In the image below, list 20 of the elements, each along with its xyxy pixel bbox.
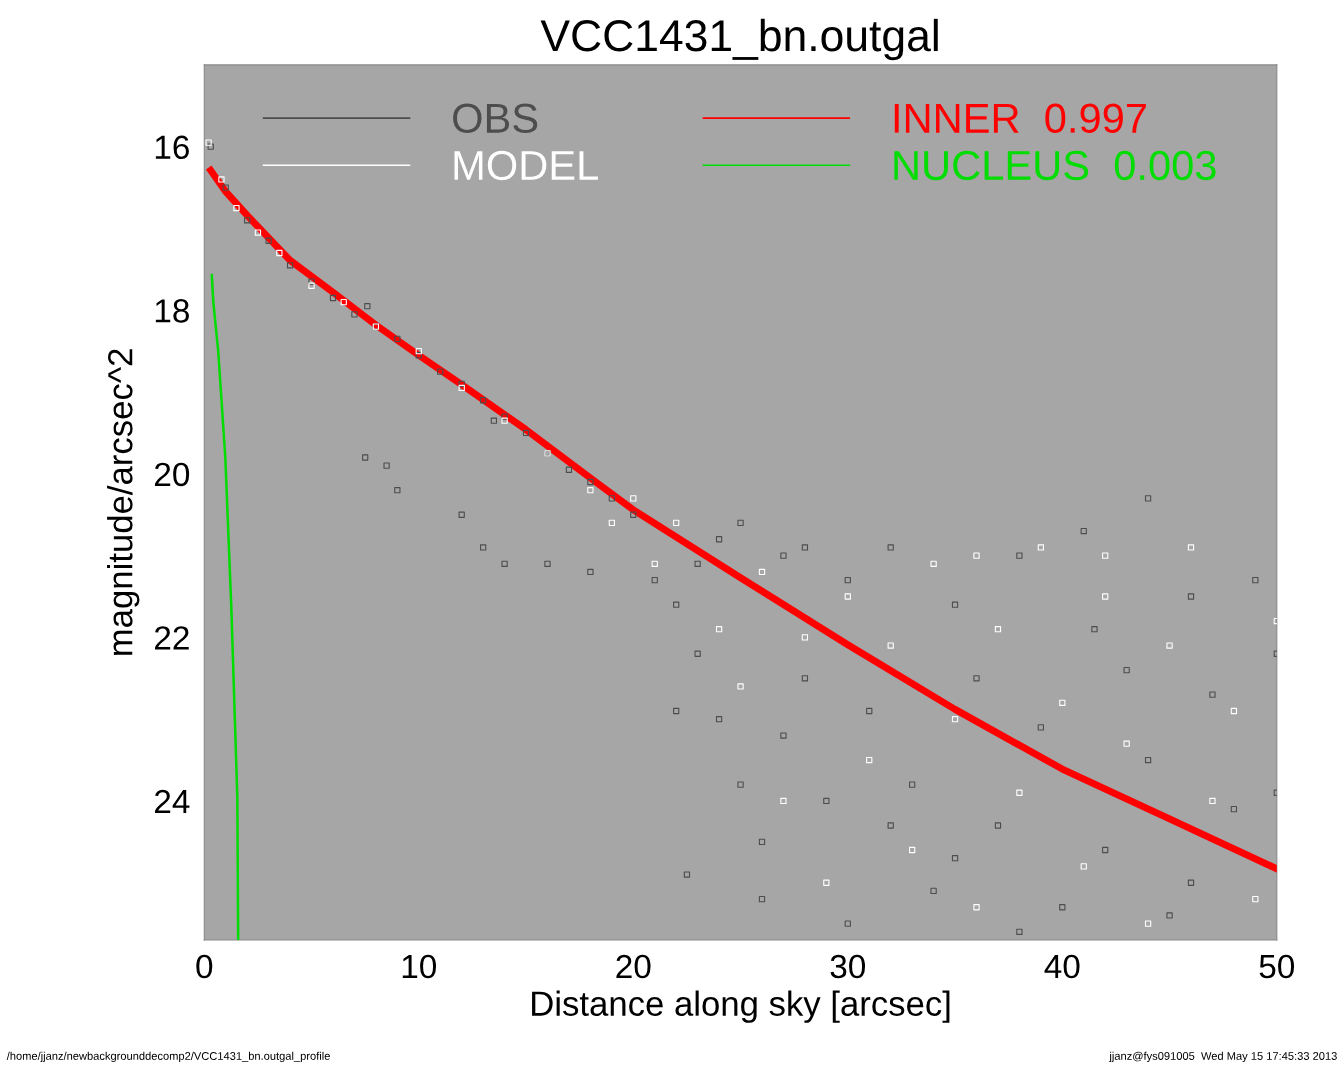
- y-axis-title: magnitude/arcsec^2: [107, 349, 140, 655]
- legend-label: NUCLEUS 0.003: [894, 150, 1216, 181]
- legend-label: OBS: [453, 103, 538, 134]
- x-axis-title: Distance along sky [arcsec]: [532, 990, 950, 1023]
- x-tick-label: 40: [1044, 954, 1080, 979]
- x-tick-label: 30: [830, 954, 866, 979]
- text: /home/jjanz/newbackgrounddecomp2/VCC1431_bn.outgal_profile: [6, 1051, 330, 1063]
- y-tick-label: 24: [155, 789, 190, 814]
- y-tick-label: 16: [155, 135, 189, 160]
- x-tick-label: 0: [196, 954, 213, 979]
- y-tick-label: 18: [155, 299, 189, 323]
- legend-label: MODEL: [454, 150, 598, 181]
- text: jjanz@fys091005 Wed May 15 17:45:33 2013: [1109, 1051, 1337, 1063]
- x-tick-label: 20: [616, 954, 651, 979]
- legend-label: INNER 0.997: [894, 103, 1146, 134]
- chart-title: VCC1431_bn.outgal: [540, 18, 938, 61]
- y-tick-label: 20: [155, 462, 190, 487]
- x-tick-label: 50: [1259, 954, 1295, 979]
- y-tick-label: 22: [155, 626, 189, 650]
- x-tick-label: 10: [402, 954, 437, 979]
